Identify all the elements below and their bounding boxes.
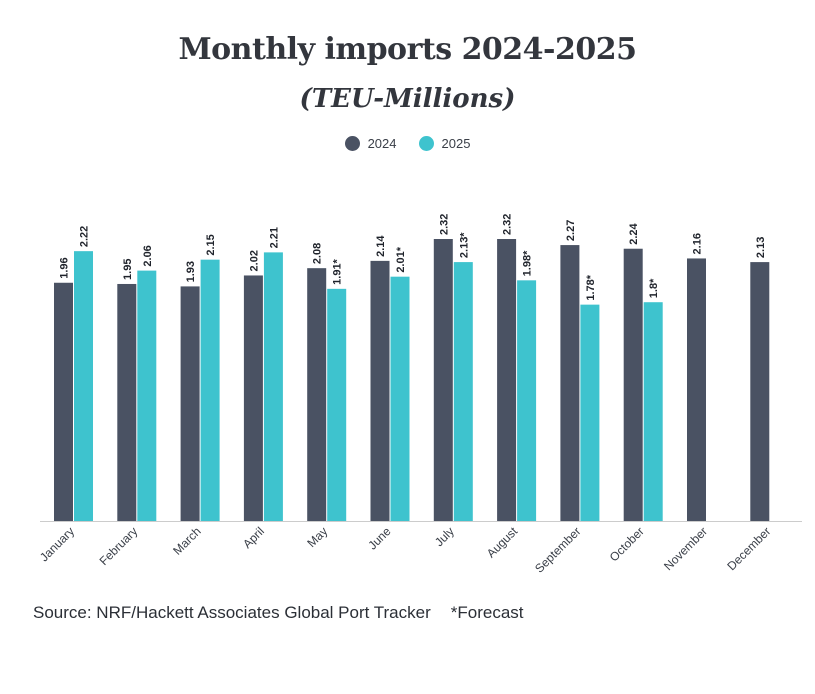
bar-2025-january xyxy=(74,251,93,522)
bar-2024-february xyxy=(117,283,137,521)
data-label-2025-september: 1.78* xyxy=(585,274,597,300)
data-label-2025-june: 2.01* xyxy=(395,246,407,272)
data-label-2024-september: 2.27 xyxy=(565,220,577,241)
bar-2024-june xyxy=(370,260,390,521)
legend-item-2024: 2024 xyxy=(344,136,397,151)
data-label-2024-march: 1.93 xyxy=(185,261,197,282)
chart-subtitle: (TEU-Millions) xyxy=(299,84,516,114)
x-tick-label-may: May xyxy=(304,524,330,550)
data-label-2024-october: 2.24 xyxy=(628,222,640,244)
bar-2025-february xyxy=(137,270,157,521)
x-tick-label-october: October xyxy=(607,524,647,564)
chart-title: Monthly imports 2024-2025 xyxy=(178,32,637,67)
bar-2025-may xyxy=(327,288,347,521)
bar-2024-september xyxy=(560,245,580,522)
data-label-2025-january: 2.22 xyxy=(79,226,91,247)
bar-2024-april xyxy=(243,275,263,521)
bar-2024-january xyxy=(54,282,73,521)
bar-2025-march xyxy=(200,259,220,521)
bar-2025-august xyxy=(517,280,537,521)
data-label-2025-october: 1.8* xyxy=(648,278,660,298)
data-label-2025-august: 1.98* xyxy=(522,250,534,276)
data-label-2025-april: 2.21 xyxy=(268,227,280,248)
bar-2024-may xyxy=(307,268,327,521)
data-label-2024-august: 2.32 xyxy=(502,214,514,235)
bar-2025-october xyxy=(643,302,663,521)
x-tick-label-april: April xyxy=(240,524,267,551)
data-label-2024-june: 2.14 xyxy=(375,235,387,257)
bar-2024-august xyxy=(497,239,517,521)
x-tick-label-december: December xyxy=(724,524,773,573)
data-label-2024-may: 2.08 xyxy=(312,243,324,264)
legend-swatch-2025 xyxy=(418,136,434,151)
data-label-2024-january: 1.96 xyxy=(59,257,71,278)
x-tick-label-january: January xyxy=(37,524,77,564)
data-label-2025-july: 2.13* xyxy=(458,232,470,258)
bar-2024-july xyxy=(433,239,453,521)
bar-2024-november xyxy=(687,258,706,521)
bar-2025-september xyxy=(580,304,600,521)
legend-label-2025: 2025 xyxy=(441,136,471,151)
data-label-2024-february: 1.95 xyxy=(122,259,134,280)
forecast-footnote: *Forecast xyxy=(450,603,524,622)
x-tick-label-july: July xyxy=(432,524,457,549)
data-label-2024-november: 2.16 xyxy=(692,233,704,254)
data-label-2025-february: 2.06 xyxy=(142,245,154,266)
x-tick-label-february: February xyxy=(97,524,141,568)
data-label-2025-march: 2.15 xyxy=(205,234,217,255)
bar-2024-march xyxy=(180,286,200,521)
x-tick-label-november: November xyxy=(661,524,710,573)
data-label-2024-december: 2.13 xyxy=(755,237,767,258)
source-note: Source: NRF/Hackett Associates Global Po… xyxy=(33,603,544,623)
legend-label-2024: 2024 xyxy=(367,136,397,151)
bar-2024-december xyxy=(750,262,770,521)
x-tick-label-september: September xyxy=(532,524,583,575)
x-tick-label-august: August xyxy=(484,524,521,561)
bar-2025-june xyxy=(390,276,410,521)
x-tick-label-june: June xyxy=(365,524,394,553)
x-tick-label-march: March xyxy=(170,524,203,557)
data-label-2024-july: 2.32 xyxy=(438,214,450,235)
data-label-2024-april: 2.02 xyxy=(248,250,260,271)
legend-swatch-2024 xyxy=(344,136,360,151)
bar-2025-april xyxy=(263,252,283,521)
legend: 2024 2025 xyxy=(0,136,815,151)
bar-2024-october xyxy=(623,248,643,522)
data-label-2025-may: 1.91* xyxy=(332,258,344,284)
bar-2025-july xyxy=(453,262,473,521)
legend-item-2025: 2025 xyxy=(418,136,471,151)
source-text: Source: NRF/Hackett Associates Global Po… xyxy=(33,603,431,622)
